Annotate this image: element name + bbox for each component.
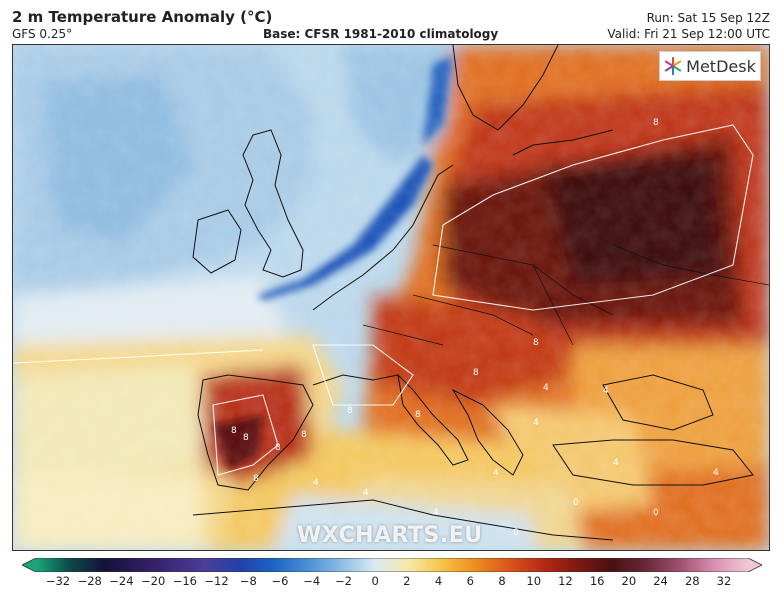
colorbar-tick-label: 16 — [589, 574, 605, 588]
contour-lines — [13, 124, 754, 476]
contour-label: 8 — [653, 118, 659, 128]
colorbar-tick-label: 6 — [466, 574, 474, 588]
contour-label: 4 — [493, 468, 499, 478]
colorbar-min-arrow — [22, 558, 36, 572]
colorbar-tick-label: −32 — [45, 574, 71, 588]
colorbar-tick-label: −28 — [77, 574, 102, 588]
colorbar-tick-label: 28 — [684, 574, 700, 588]
contour-label: 4 — [533, 418, 539, 428]
colorbar-tick-label: 8 — [498, 574, 506, 588]
colorbar-tick-label: 4 — [434, 574, 443, 588]
run-time: Run: Sat 15 Sep 12Z — [646, 11, 770, 25]
contour-label: 4 — [313, 478, 319, 488]
contour-label: 8 — [275, 443, 281, 453]
chart-title: 2 m Temperature Anomaly (°C) — [12, 8, 273, 26]
metdesk-logo: MetDesk — [659, 51, 761, 81]
watermark: WXCHARTS.EU — [297, 523, 483, 548]
colorbar-tick-label: −2 — [334, 574, 352, 588]
colorbar-tick-label: −8 — [239, 574, 257, 588]
colorbar-body — [36, 558, 748, 572]
contour-label: 4 — [433, 508, 439, 518]
contour-label: 8 — [415, 410, 421, 420]
contour-label: 8 — [533, 338, 539, 348]
colorbar-tick-label: −6 — [271, 574, 289, 588]
texture-overlay — [13, 45, 769, 550]
colorbar — [22, 558, 762, 572]
contour-label: 8 — [473, 368, 479, 378]
contour-label: 8 — [301, 430, 307, 440]
contour-label: 8 — [231, 426, 237, 436]
colorbar-tick-label: 10 — [526, 574, 542, 588]
colorbar-ticks: −32 −28 −24 −20 −16 −12 −8 −6 −4 −2 0 2 4 6 8 10 12 16 20 2… — [0, 574, 784, 590]
contour-label: 4 — [603, 386, 609, 396]
contour-label: 0 — [653, 508, 659, 518]
contour-label: 0 — [573, 498, 579, 508]
colorbar-tick-label: 20 — [621, 574, 637, 588]
contour-label: 8 — [347, 406, 353, 416]
contour-label: 4 — [613, 458, 619, 468]
contour-label: 8 — [243, 433, 249, 443]
colorbar-tick-label: 0 — [371, 574, 379, 588]
model-name: GFS 0.25° — [12, 27, 73, 41]
contour-label: 8 — [253, 474, 259, 484]
colorbar-tick-label: 24 — [653, 574, 668, 588]
contour-label: 4 — [713, 468, 719, 478]
colorbar-tick-label: −12 — [204, 574, 229, 588]
metdesk-logo-text: MetDesk — [686, 56, 756, 76]
climatology-base: Base: CFSR 1981-2010 climatology — [263, 27, 499, 41]
colorbar-tick-label: 32 — [716, 574, 732, 588]
contour-label: 4 — [543, 383, 549, 393]
colorbar-max-arrow — [748, 558, 762, 572]
colorbar-tick-label: 12 — [558, 574, 573, 588]
colorbar-tick-label: 2 — [403, 574, 411, 588]
colorbar-tick-label: −20 — [141, 574, 166, 588]
colorbar-tick-label: −4 — [303, 574, 321, 588]
contour-label: 0 — [513, 528, 519, 538]
colorbar-tick-label: −16 — [172, 574, 197, 588]
contour-label: 4 — [363, 488, 369, 498]
coastlines — [192, 45, 769, 541]
metdesk-star-icon — [664, 57, 682, 75]
valid-time: Valid: Fri 21 Sep 12:00 UTC — [607, 27, 770, 41]
colorbar-tick-label: −24 — [109, 574, 134, 588]
